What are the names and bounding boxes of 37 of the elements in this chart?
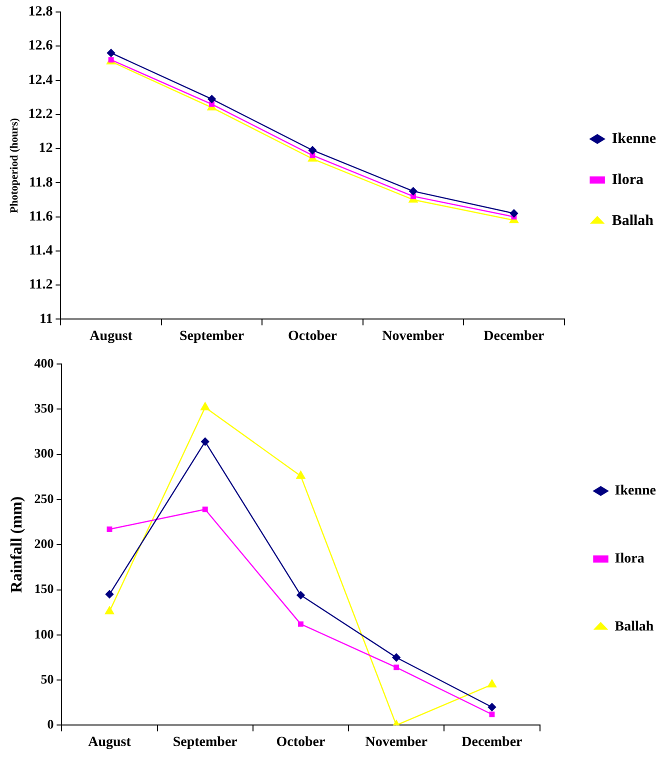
y-axis-title: Photoperiod (hours)	[8, 118, 20, 214]
y-tick-label: 400	[34, 355, 54, 370]
x-tick-label: December	[484, 329, 544, 344]
legend-label: Ballah	[614, 620, 654, 635]
x-tick-label: August	[90, 329, 133, 344]
y-tick-label: 12.6	[28, 38, 53, 54]
legend-label: Ikenne	[612, 130, 656, 147]
x-tick-label: December	[462, 735, 522, 750]
y-tick-label: 11.4	[28, 244, 53, 259]
x-tick-label: October	[276, 735, 326, 750]
y-tick-label: 50	[40, 671, 54, 686]
y-tick-label: 250	[34, 490, 54, 506]
legend-label: Ballah	[612, 212, 654, 229]
y-tick-label: 11.6	[28, 209, 53, 224]
y-tick-label: 11.2	[28, 278, 53, 293]
legend-label: Ilora	[614, 552, 644, 567]
x-tick-label: October	[288, 329, 337, 344]
legend-label: Ikenne	[614, 484, 656, 499]
x-tick-label: August	[88, 735, 132, 750]
y-tick-label: 350	[34, 400, 54, 416]
x-tick-label: November	[365, 735, 428, 750]
y-tick-label: 12.2	[28, 107, 53, 122]
x-tick-label: September	[180, 329, 244, 344]
x-tick-label: November	[382, 329, 444, 344]
y-tick-label: 12.4	[28, 72, 53, 88]
y-tick-label: 11	[39, 312, 53, 327]
y-tick-label: 12.8	[28, 4, 53, 20]
x-tick-label: September	[172, 735, 238, 750]
y-tick-label: 12	[38, 141, 53, 156]
y-tick-label: 200	[34, 536, 54, 551]
y-tick-label: 0	[47, 716, 54, 732]
y-tick-label: 150	[34, 581, 54, 596]
y-axis-title: Rainfall (mm)	[8, 496, 26, 593]
legend-label: Ilora	[612, 172, 644, 188]
y-tick-label: 100	[34, 626, 54, 642]
y-tick-label: 11.8	[28, 175, 53, 190]
y-tick-label: 300	[34, 446, 54, 461]
